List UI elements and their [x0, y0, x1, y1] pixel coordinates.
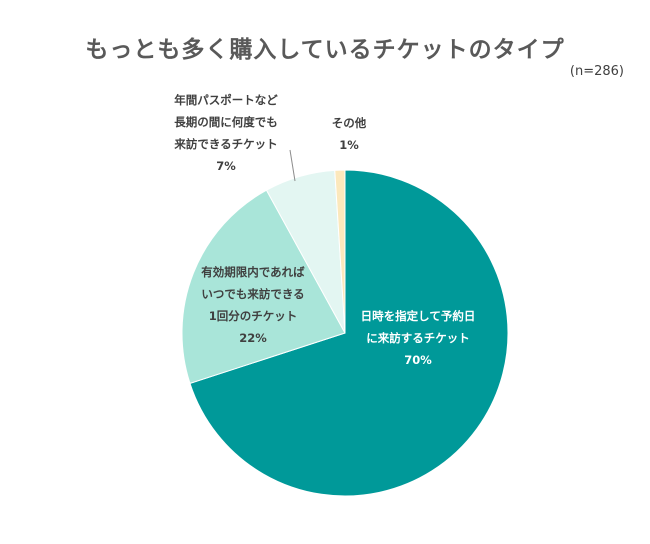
slice-value-label-valid-period: 22%	[239, 331, 267, 345]
pie-slice-date-specified	[189, 169, 509, 497]
slice-category-label-valid-period: 1回分のチケット	[209, 309, 298, 323]
slice-category-label-annual-pass: 年間パスポートなど	[174, 93, 278, 107]
slice-category-label-annual-pass: 長期の間に何度でも	[174, 115, 278, 129]
pie-slice-valid-period	[181, 189, 346, 385]
pie-slices	[181, 169, 509, 497]
slice-value-label-annual-pass: 7%	[216, 159, 236, 173]
pie-slice-other	[334, 169, 346, 334]
leader-line-annual-pass	[289, 149, 296, 182]
slice-category-label-date-specified: に来訪するチケット	[366, 331, 470, 345]
slice-category-label-valid-period: いつでも来訪できる	[201, 287, 304, 301]
slice-category-label-other: その他	[332, 116, 367, 130]
slice-category-label-annual-pass: 来訪できるチケット	[173, 137, 277, 151]
slice-category-label-valid-period: 有効期限内であれば	[201, 265, 305, 279]
sample-size-note: (n=286)	[569, 64, 624, 79]
slice-value-label-other: 1%	[339, 138, 359, 152]
slice-value-label-date-specified: 70%	[404, 353, 432, 367]
chart-title: もっとも多く購入しているチケットのタイプ	[85, 37, 565, 63]
slice-category-label-date-specified: 日時を指定して予約日	[361, 309, 476, 323]
